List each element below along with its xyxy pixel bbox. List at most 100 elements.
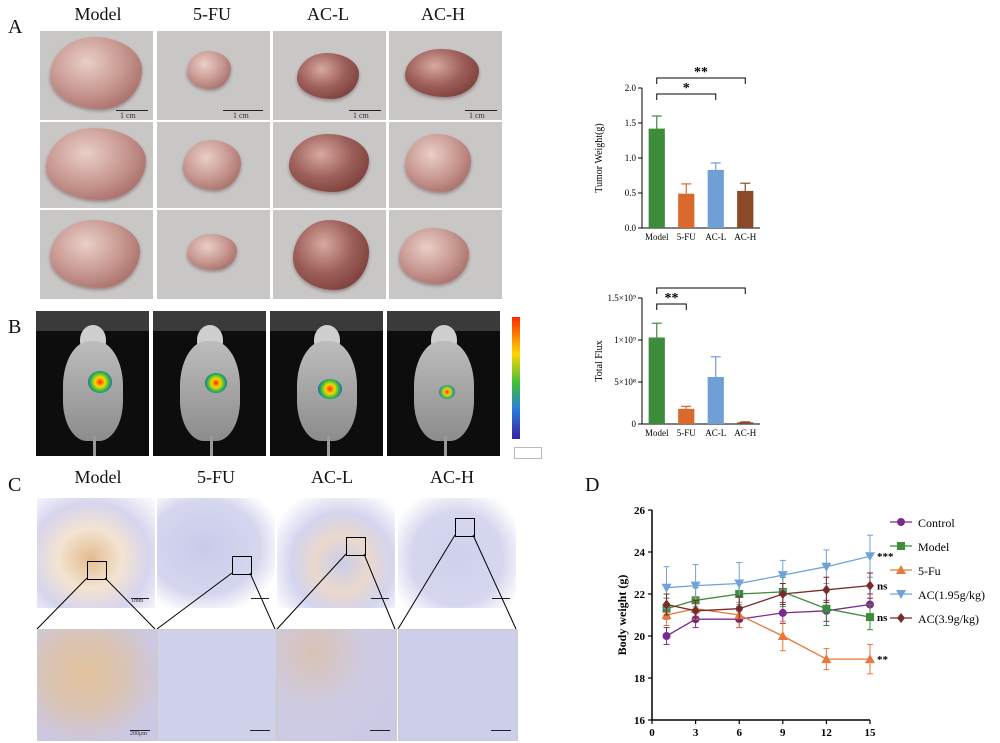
panel-b-letter: B (8, 316, 22, 338)
tumor-photo-ach-3 (389, 210, 502, 299)
bar-5-FU (678, 193, 695, 228)
y-axis-label: Total Flux (594, 340, 605, 381)
tumor-photo-model-2 (40, 122, 153, 208)
bar-AC-H (737, 422, 754, 424)
x-tick-label: 5-FU (677, 428, 697, 438)
panel-c-label-ach: AC-H (430, 467, 474, 487)
y-tick-label: 0 (632, 419, 637, 429)
data-point (691, 605, 700, 616)
legend-label: 5-Fu (918, 564, 941, 578)
ivis-image-5fu (153, 311, 266, 456)
x-tick-label: AC-H (734, 428, 756, 438)
tumor-photo-acl-2 (273, 122, 386, 208)
ihc-overview-5fu (157, 498, 275, 608)
legend-label: AC(1.95g/kg) (918, 588, 985, 602)
data-point (777, 571, 788, 581)
significance-bracket (656, 303, 687, 310)
scale-label: 1 cm (353, 111, 369, 120)
color-scale-legend-box (514, 447, 542, 459)
ivis-image-acl (270, 311, 383, 456)
y-tick-label: 1.5 (625, 118, 637, 128)
scale-label: 1 cm (120, 111, 136, 120)
ivis-image-model (36, 311, 149, 456)
y-axis-label: Body weight (g) (615, 575, 629, 656)
ivis-image-ach (387, 311, 500, 456)
bar-Model (648, 128, 665, 228)
y-tick-label: 18 (634, 673, 646, 685)
data-point (866, 580, 874, 591)
y-tick-label: 16 (634, 715, 646, 727)
ihc-overview-ach (398, 498, 516, 608)
tumor-photo-acl-1: 1 cm (273, 31, 386, 120)
x-tick-label: AC-L (705, 232, 726, 242)
data-point (662, 599, 671, 610)
data-point (822, 584, 831, 595)
tumor-photo-5fu-1: 1 cm (157, 31, 270, 120)
data-point (778, 608, 787, 617)
significance-label: ** (665, 291, 679, 306)
panel-a-label-acl: AC-L (307, 4, 349, 24)
series-line-AC(1.95g/kg) (666, 555, 871, 589)
x-tick-label: AC-L (705, 428, 726, 438)
data-point (690, 581, 701, 591)
ihc-zoom-ach (398, 629, 518, 741)
legend-marker (897, 613, 905, 623)
bar-5-FU (678, 408, 695, 424)
data-point (865, 552, 875, 562)
y-tick-label: 1.0 (625, 153, 637, 163)
panel-a-letter: A (8, 16, 23, 38)
total-flux-chart: 0 5×10⁸ 1×10⁹ 1.5×10⁹ Total Flux Model 5-FU AC-… (594, 284, 760, 438)
ihc-scale-bottom-model: 200μm (130, 731, 147, 737)
ihc-zoom-5fu (157, 629, 277, 741)
ihc-overview-acl (277, 498, 395, 608)
body-weight-chart: 16 18 20 22 24 26 0 3 6 9 12 15 Time (days) Body weig… (615, 505, 985, 740)
tumor-photo-ach-2 (389, 122, 502, 208)
significance-label: ns (877, 581, 888, 593)
scale-label: 1 cm (469, 111, 485, 120)
y-tick-label: 2.0 (625, 83, 637, 93)
x-tick-label: 15 (865, 727, 877, 739)
legend-marker (896, 590, 906, 599)
ihc-overview-model: 1mm (37, 498, 155, 608)
x-tick-label: 9 (780, 727, 786, 739)
x-axis-label: Time (days) (731, 739, 792, 740)
data-point (662, 632, 671, 640)
data-point (735, 603, 744, 614)
significance-label: *** (877, 551, 894, 563)
panel-a-label-ach: AC-H (421, 4, 465, 24)
panel-c-label-model: Model (74, 467, 122, 487)
bar-AC-H (737, 190, 754, 228)
x-tick-label: 5-FU (677, 232, 697, 242)
series-line-AC(3.9g/kg) (666, 584, 871, 612)
data-point (778, 589, 787, 599)
legend-label: AC(3.9g/kg) (918, 612, 979, 626)
data-point (821, 654, 832, 664)
tumor-weight-chart: 0.0 0.5 1.0 1.5 2.0 Tumor Weight(g) Model 5-FU A… (594, 65, 760, 242)
bar-Model (648, 337, 665, 424)
data-point (822, 604, 831, 613)
panel-c-label-acl: AC-L (311, 467, 353, 487)
x-tick-label: Model (645, 232, 669, 242)
y-tick-label: 22 (634, 589, 646, 601)
significance-label: *** (691, 284, 712, 290)
significance-label: ns (877, 612, 888, 624)
significance-bracket (656, 77, 746, 84)
scale-label: 1 cm (233, 111, 249, 120)
ihc-scale-top-model: 1mm (131, 598, 144, 604)
data-point (734, 579, 745, 589)
x-tick-label: 0 (649, 727, 655, 739)
y-tick-label: 0.0 (625, 223, 637, 233)
x-tick-label: 12 (821, 727, 833, 739)
tumor-photo-acl-3 (273, 210, 386, 299)
panel-c-label-5fu: 5-FU (196, 467, 235, 487)
legend-label: Model (918, 540, 950, 554)
y-axis-label: Tumor Weight(g) (594, 123, 605, 192)
data-point (821, 562, 832, 572)
series-line-Model (666, 591, 871, 618)
significance-label: ** (694, 65, 708, 80)
y-tick-label: 1×10⁹ (614, 335, 636, 345)
ihc-zoom-model: 200μm (37, 629, 157, 741)
data-point (866, 613, 874, 622)
significance-bracket (656, 287, 746, 294)
